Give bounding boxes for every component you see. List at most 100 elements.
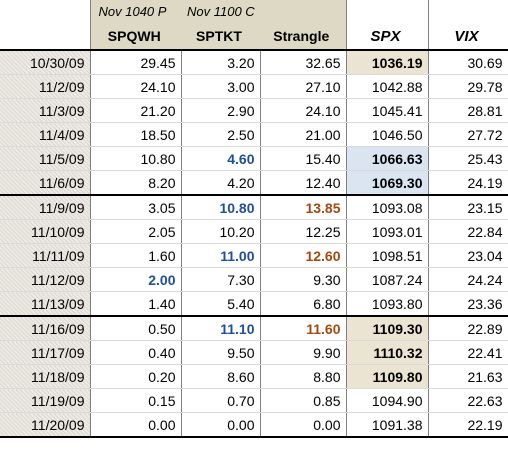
strangle-price-cell: 32.65 bbox=[260, 50, 347, 75]
put-price-cell: 1.40 bbox=[90, 291, 182, 317]
spx-cell: 1109.80 bbox=[346, 364, 429, 389]
table-row: 11/3/09 21.20 2.90 24.10 1045.41 28.81 bbox=[0, 98, 508, 123]
call-price-cell: 0.70 bbox=[181, 388, 261, 413]
table-row: 11/20/09 0.00 0.00 0.00 1091.38 22.19 bbox=[0, 412, 508, 438]
strangle-price-cell: 12.25 bbox=[260, 219, 347, 244]
call-price-cell: 11.00 bbox=[181, 243, 261, 268]
vix-cell: 29.78 bbox=[428, 74, 508, 99]
date-cell: 11/4/09 bbox=[0, 122, 91, 147]
strangle-price-cell: 13.85 bbox=[260, 195, 347, 220]
vix-cell: 23.36 bbox=[428, 291, 508, 317]
call-price-cell: 8.60 bbox=[181, 364, 261, 389]
table-row: 11/13/09 1.40 5.40 6.80 1093.80 23.36 bbox=[0, 291, 508, 317]
vix-cell: 30.69 bbox=[428, 50, 508, 75]
date-cell: 11/17/09 bbox=[0, 340, 91, 365]
strangle-price-cell: 11.60 bbox=[260, 316, 347, 341]
vix-cell: 22.63 bbox=[428, 388, 508, 413]
table-row: 11/10/09 2.05 10.20 12.25 1093.01 22.84 bbox=[0, 219, 508, 244]
spx-cell: 1093.01 bbox=[346, 219, 429, 244]
put-price-cell: 10.80 bbox=[90, 146, 182, 171]
spx-cell: 1109.30 bbox=[346, 316, 429, 341]
vix-cell: 24.24 bbox=[428, 267, 508, 292]
strangle-price-cell: 15.40 bbox=[260, 146, 347, 171]
spx-cell: 1087.24 bbox=[346, 267, 429, 292]
table-row: 10/30/09 29.45 3.20 32.65 1036.19 30.69 bbox=[0, 50, 508, 75]
spx-cell: 1093.80 bbox=[346, 291, 429, 317]
header-blank bbox=[260, 0, 347, 23]
option-prices-table: Nov 1040 P Nov 1100 C SPQWH SPTKT Strang… bbox=[0, 0, 508, 438]
spx-cell: 1046.50 bbox=[346, 122, 429, 147]
spx-cell: 1042.88 bbox=[346, 74, 429, 99]
vix-cell: 27.72 bbox=[428, 122, 508, 147]
date-cell: 11/16/09 bbox=[0, 316, 91, 341]
header-row-contracts: Nov 1040 P Nov 1100 C bbox=[0, 0, 508, 23]
date-cell: 11/6/09 bbox=[0, 170, 91, 196]
date-cell: 11/18/09 bbox=[0, 364, 91, 389]
table-row: 11/18/09 0.20 8.60 8.80 1109.80 21.63 bbox=[0, 364, 508, 389]
put-price-cell: 0.00 bbox=[90, 412, 182, 438]
call-price-cell: 5.40 bbox=[181, 291, 261, 317]
vix-column-header: VIX bbox=[428, 23, 508, 51]
strangle-price-cell: 0.00 bbox=[260, 412, 347, 438]
call-price-cell: 3.00 bbox=[181, 74, 261, 99]
table-row: 11/11/09 1.60 11.00 12.60 1098.51 23.04 bbox=[0, 243, 508, 268]
table-row: 11/9/09 3.05 10.80 13.85 1093.08 23.15 bbox=[0, 195, 508, 220]
table-row: 11/17/09 0.40 9.50 9.90 1110.32 22.41 bbox=[0, 340, 508, 365]
strangle-price-cell: 9.30 bbox=[260, 267, 347, 292]
put-contract-label: Nov 1040 P bbox=[90, 0, 181, 23]
date-cell: 11/20/09 bbox=[0, 412, 91, 438]
table-row: 11/19/09 0.15 0.70 0.85 1094.90 22.63 bbox=[0, 388, 508, 413]
spx-cell: 1110.32 bbox=[346, 340, 429, 365]
call-price-cell: 4.60 bbox=[181, 146, 261, 171]
put-price-cell: 0.20 bbox=[90, 364, 182, 389]
vix-cell: 25.43 bbox=[428, 146, 508, 171]
strangle-price-cell: 9.90 bbox=[260, 340, 347, 365]
date-cell: 11/2/09 bbox=[0, 74, 91, 99]
date-cell: 11/13/09 bbox=[0, 291, 91, 317]
date-cell: 11/12/09 bbox=[0, 267, 91, 292]
header-row-columns: SPQWH SPTKT Strangle SPX VIX bbox=[0, 23, 508, 51]
call-price-cell: 2.50 bbox=[181, 122, 261, 147]
vix-cell: 22.41 bbox=[428, 340, 508, 365]
spx-cell: 1036.19 bbox=[346, 50, 429, 75]
call-price-cell: 7.30 bbox=[181, 267, 261, 292]
spx-cell: 1091.38 bbox=[346, 412, 429, 438]
table-row: 11/4/09 18.50 2.50 21.00 1046.50 27.72 bbox=[0, 122, 508, 147]
put-price-cell: 24.10 bbox=[90, 74, 182, 99]
put-price-cell: 2.05 bbox=[90, 219, 182, 244]
date-cell: 11/5/09 bbox=[0, 146, 91, 171]
strangle-column-header: Strangle bbox=[260, 23, 347, 51]
call-price-cell: 3.20 bbox=[181, 50, 261, 75]
strangle-price-cell: 8.80 bbox=[260, 364, 347, 389]
date-cell: 11/11/09 bbox=[0, 243, 91, 268]
date-cell: 11/10/09 bbox=[0, 219, 91, 244]
date-cell: 11/9/09 bbox=[0, 195, 91, 220]
vix-cell: 21.63 bbox=[428, 364, 508, 389]
put-price-cell: 21.20 bbox=[90, 98, 182, 123]
table-row: 11/12/09 2.00 7.30 9.30 1087.24 24.24 bbox=[0, 267, 508, 292]
vix-cell: 23.04 bbox=[428, 243, 508, 268]
call-price-cell: 9.50 bbox=[181, 340, 261, 365]
call-price-cell: 2.90 bbox=[181, 98, 261, 123]
spx-cell: 1098.51 bbox=[346, 243, 429, 268]
date-column-header bbox=[0, 23, 91, 51]
date-cell: 11/19/09 bbox=[0, 388, 91, 413]
table-row: 11/6/09 8.20 4.20 12.40 1069.30 24.19 bbox=[0, 170, 508, 196]
put-price-cell: 29.45 bbox=[90, 50, 182, 75]
date-cell: 11/3/09 bbox=[0, 98, 91, 123]
table-row: 11/16/09 0.50 11.10 11.60 1109.30 22.89 bbox=[0, 316, 508, 341]
call-price-cell: 10.80 bbox=[181, 195, 261, 220]
put-price-cell: 3.05 bbox=[90, 195, 182, 220]
call-price-cell: 0.00 bbox=[181, 412, 261, 438]
strangle-price-cell: 12.60 bbox=[260, 243, 347, 268]
vix-cell: 22.89 bbox=[428, 316, 508, 341]
call-contract-label: Nov 1100 C bbox=[181, 0, 260, 23]
vix-cell: 22.19 bbox=[428, 412, 508, 438]
call-price-cell: 11.10 bbox=[181, 316, 261, 341]
strangle-price-cell: 24.10 bbox=[260, 98, 347, 123]
put-price-cell: 1.60 bbox=[90, 243, 182, 268]
vix-cell: 24.19 bbox=[428, 170, 508, 196]
table-row: 11/2/09 24.10 3.00 27.10 1042.88 29.78 bbox=[0, 74, 508, 99]
header-blank-spx bbox=[346, 0, 429, 23]
put-price-cell: 0.15 bbox=[90, 388, 182, 413]
